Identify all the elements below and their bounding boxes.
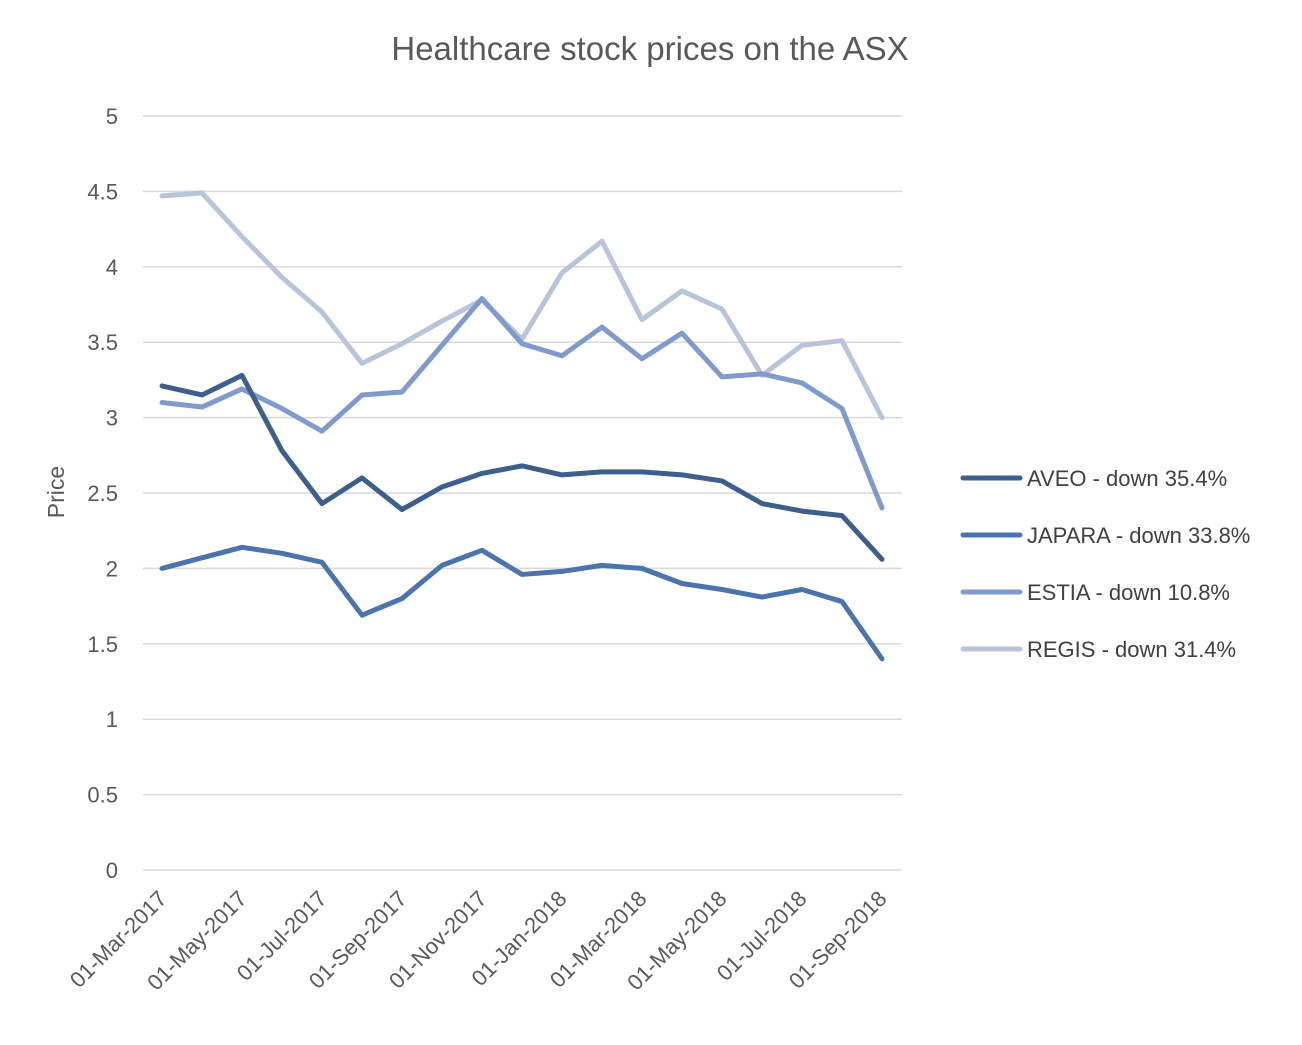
y-tick-label: 4.5 [87, 179, 118, 204]
y-tick-label: 3 [106, 406, 118, 431]
y-tick-label: 1.5 [87, 632, 118, 657]
y-tick-label: 1 [106, 707, 118, 732]
y-axis-ticks: 0 0.5 1 1.5 2 2.5 3 3.5 4 4.5 5 [87, 104, 118, 883]
chart-title: Healthcare stock prices on the ASX [391, 30, 908, 67]
y-tick-label: 0 [106, 858, 118, 883]
legend-label: REGIS - down 31.4% [1027, 637, 1236, 662]
series-line [159, 295, 885, 511]
legend-label: ESTIA - down 10.8% [1027, 580, 1230, 605]
y-tick-label: 5 [106, 104, 118, 129]
y-tick-label: 2.5 [87, 481, 118, 506]
series-line [159, 190, 885, 421]
series-lines [159, 190, 885, 662]
legend-label: AVEO - down 35.4% [1027, 466, 1227, 491]
y-tick-label: 3.5 [87, 330, 118, 355]
series-line [159, 372, 885, 562]
legend-label: JAPARA - down 33.8% [1027, 523, 1250, 548]
x-axis-ticks: 01-Mar-201701-May-201701-Jul-201701-Sep-… [65, 886, 892, 995]
gridlines [143, 115, 902, 871]
y-tick-label: 0.5 [87, 783, 118, 808]
y-axis-label: Price [43, 466, 69, 518]
legend: AVEO - down 35.4% JAPARA - down 33.8% ESTI… [960, 466, 1250, 662]
y-tick-label: 2 [106, 556, 118, 581]
series-line [159, 544, 885, 662]
y-tick-label: 4 [106, 255, 118, 280]
